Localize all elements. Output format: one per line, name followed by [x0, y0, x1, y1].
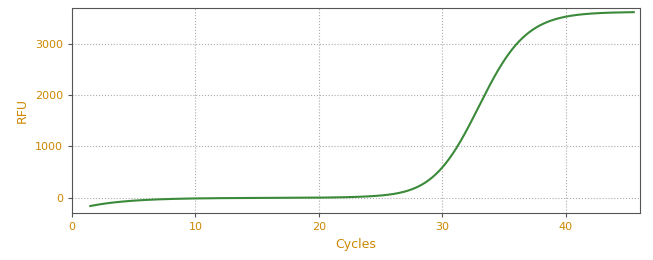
Y-axis label: RFU: RFU: [16, 98, 29, 123]
X-axis label: Cycles: Cycles: [336, 238, 376, 251]
